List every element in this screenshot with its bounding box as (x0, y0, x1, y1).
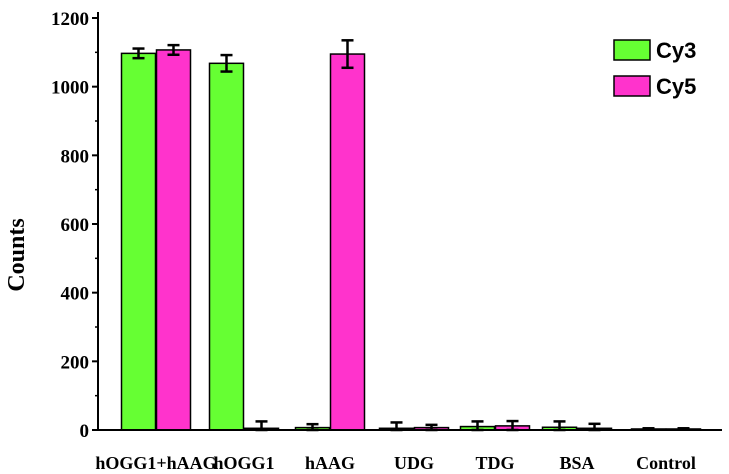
error-bar-cy5-0 (167, 43, 180, 56)
y-tick-label: 200 (61, 352, 90, 373)
bar-cy3-1 (208, 62, 245, 431)
y-tick-label: 1200 (51, 9, 89, 30)
bar-cy5-0 (155, 49, 192, 431)
legend-swatch-cy5 (613, 75, 651, 97)
legend-swatch-cy3 (613, 39, 651, 61)
x-tick-label: BSA (559, 453, 594, 473)
legend-label-cy3: Cy3 (656, 38, 696, 63)
x-tick-label: Control (636, 453, 696, 473)
y-tick-label: 400 (61, 284, 90, 305)
error-bar-cy5-2 (341, 39, 354, 70)
y-axis-title: Counts (4, 218, 30, 291)
x-tick-label: hAAG (305, 453, 355, 473)
bar-cy3-0 (120, 52, 157, 431)
y-tick-label: 600 (61, 215, 90, 236)
x-tick-label: UDG (394, 453, 434, 473)
y-tick-label: 1000 (51, 78, 89, 99)
legend-label-cy5: Cy5 (656, 74, 696, 99)
y-tick-label: 800 (61, 146, 90, 167)
x-tick-label: hOGG1 (213, 453, 274, 473)
x-tick-label: hOGG1+hAAG (95, 453, 216, 473)
x-tick-label: TDG (475, 453, 514, 473)
bars-layer (120, 39, 702, 432)
error-bar-cy3-1 (220, 53, 233, 73)
error-bar-cy3-3 (390, 421, 403, 432)
y-tick-label: 0 (80, 421, 90, 442)
bar-cy5-2 (329, 53, 366, 431)
error-bar-cy3-0 (132, 47, 145, 60)
